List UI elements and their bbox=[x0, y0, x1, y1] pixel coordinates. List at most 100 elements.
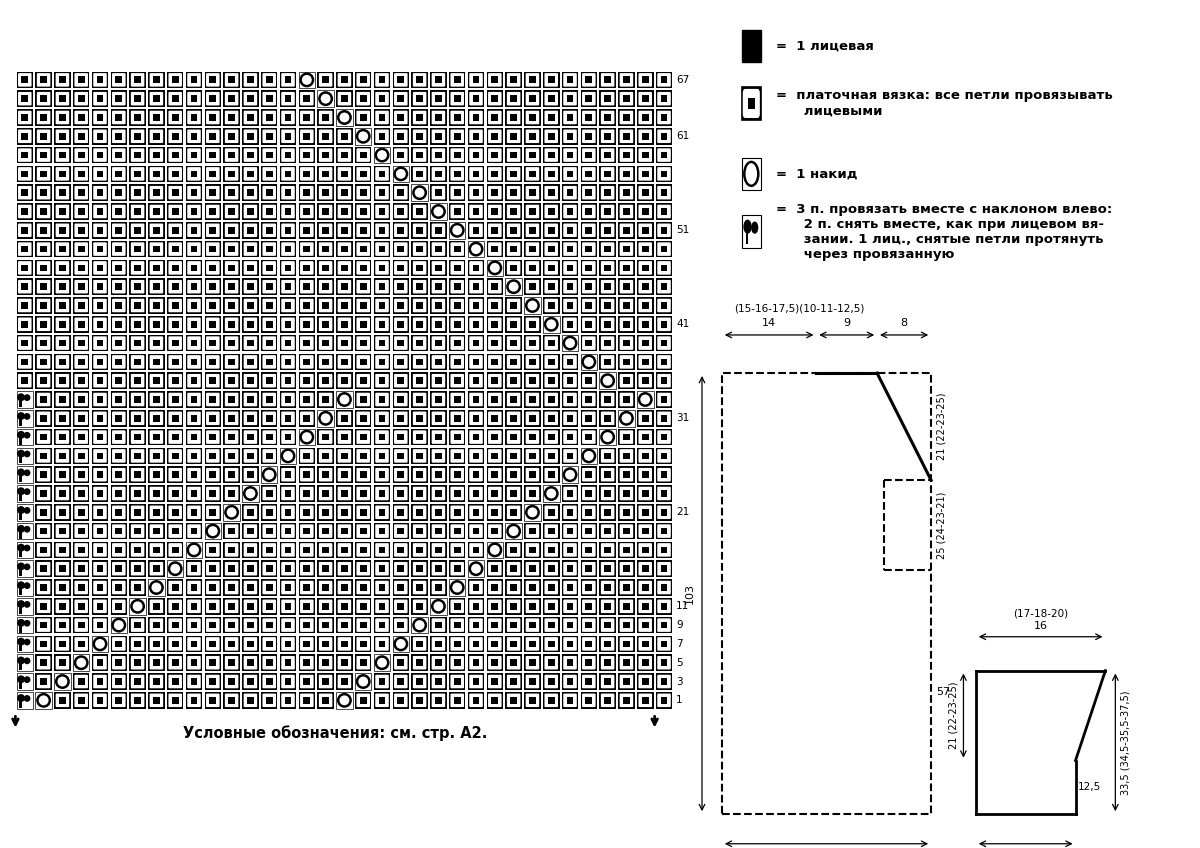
Bar bbox=[542, 466, 559, 483]
Bar bbox=[542, 354, 559, 371]
FancyBboxPatch shape bbox=[55, 317, 70, 331]
FancyBboxPatch shape bbox=[545, 637, 558, 650]
Bar bbox=[172, 433, 179, 440]
Bar bbox=[54, 504, 71, 521]
Circle shape bbox=[24, 432, 30, 438]
Bar bbox=[449, 673, 466, 689]
FancyBboxPatch shape bbox=[112, 468, 126, 482]
FancyBboxPatch shape bbox=[394, 393, 408, 406]
Bar bbox=[468, 523, 485, 539]
FancyBboxPatch shape bbox=[413, 148, 426, 162]
FancyBboxPatch shape bbox=[638, 637, 652, 650]
Bar bbox=[73, 466, 90, 483]
Bar bbox=[204, 316, 221, 332]
Circle shape bbox=[17, 600, 25, 608]
Bar bbox=[510, 584, 517, 591]
FancyBboxPatch shape bbox=[506, 73, 521, 86]
Bar bbox=[562, 91, 578, 107]
Bar bbox=[210, 95, 216, 102]
Bar bbox=[412, 241, 428, 257]
Bar bbox=[223, 598, 240, 615]
Bar bbox=[17, 335, 34, 351]
FancyBboxPatch shape bbox=[506, 487, 521, 500]
Bar bbox=[54, 184, 71, 201]
Bar bbox=[266, 208, 272, 215]
Bar bbox=[379, 622, 385, 628]
Bar bbox=[148, 636, 164, 652]
FancyBboxPatch shape bbox=[206, 562, 220, 576]
FancyBboxPatch shape bbox=[432, 111, 445, 125]
Bar bbox=[661, 114, 667, 121]
Bar bbox=[473, 302, 480, 309]
FancyBboxPatch shape bbox=[601, 355, 614, 369]
Bar bbox=[280, 579, 296, 596]
Bar bbox=[505, 259, 522, 276]
FancyBboxPatch shape bbox=[281, 374, 295, 388]
FancyBboxPatch shape bbox=[450, 130, 464, 143]
Bar bbox=[204, 297, 221, 314]
FancyBboxPatch shape bbox=[563, 298, 577, 312]
Bar bbox=[130, 71, 146, 88]
Bar bbox=[436, 227, 442, 234]
Bar bbox=[605, 95, 611, 102]
Bar bbox=[134, 453, 140, 460]
Bar bbox=[505, 391, 522, 408]
FancyBboxPatch shape bbox=[356, 261, 370, 275]
FancyBboxPatch shape bbox=[319, 167, 332, 181]
FancyBboxPatch shape bbox=[469, 694, 482, 707]
Bar bbox=[210, 509, 216, 516]
Bar bbox=[280, 297, 296, 314]
Bar bbox=[642, 76, 649, 83]
Bar bbox=[115, 490, 122, 497]
Circle shape bbox=[620, 412, 632, 425]
FancyBboxPatch shape bbox=[187, 243, 200, 256]
Bar bbox=[355, 504, 372, 521]
Bar bbox=[655, 128, 672, 144]
FancyBboxPatch shape bbox=[582, 167, 595, 181]
FancyBboxPatch shape bbox=[432, 543, 445, 556]
Bar bbox=[661, 246, 667, 253]
Bar bbox=[191, 283, 197, 290]
Text: 7: 7 bbox=[677, 639, 683, 649]
FancyBboxPatch shape bbox=[300, 337, 313, 350]
Text: 9: 9 bbox=[677, 620, 683, 630]
FancyBboxPatch shape bbox=[281, 637, 295, 650]
Bar bbox=[492, 359, 498, 365]
Bar bbox=[73, 485, 90, 502]
Bar bbox=[524, 128, 541, 144]
FancyBboxPatch shape bbox=[244, 111, 257, 125]
Bar bbox=[742, 87, 761, 120]
FancyBboxPatch shape bbox=[224, 130, 239, 143]
Bar bbox=[586, 566, 593, 572]
FancyBboxPatch shape bbox=[432, 393, 445, 406]
Bar bbox=[304, 697, 311, 704]
Bar bbox=[412, 222, 428, 238]
Bar bbox=[454, 396, 461, 403]
FancyBboxPatch shape bbox=[263, 337, 276, 350]
FancyBboxPatch shape bbox=[450, 92, 464, 105]
Bar bbox=[548, 265, 554, 271]
FancyBboxPatch shape bbox=[150, 73, 163, 86]
Bar bbox=[379, 302, 385, 309]
Bar bbox=[637, 91, 654, 107]
FancyBboxPatch shape bbox=[224, 524, 239, 538]
Bar bbox=[186, 259, 203, 276]
Bar bbox=[210, 152, 216, 159]
Bar bbox=[172, 76, 179, 83]
FancyBboxPatch shape bbox=[168, 618, 182, 632]
Bar bbox=[35, 147, 52, 164]
FancyBboxPatch shape bbox=[263, 393, 276, 406]
FancyBboxPatch shape bbox=[319, 449, 332, 463]
Bar bbox=[223, 504, 240, 521]
Bar bbox=[115, 396, 122, 403]
Bar bbox=[510, 490, 517, 497]
FancyBboxPatch shape bbox=[319, 675, 332, 689]
FancyBboxPatch shape bbox=[74, 487, 88, 500]
Bar bbox=[78, 302, 84, 309]
Bar bbox=[204, 147, 221, 164]
Bar bbox=[486, 316, 503, 332]
Bar bbox=[154, 509, 160, 516]
FancyBboxPatch shape bbox=[526, 130, 539, 143]
Bar bbox=[637, 316, 654, 332]
Bar bbox=[637, 222, 654, 238]
